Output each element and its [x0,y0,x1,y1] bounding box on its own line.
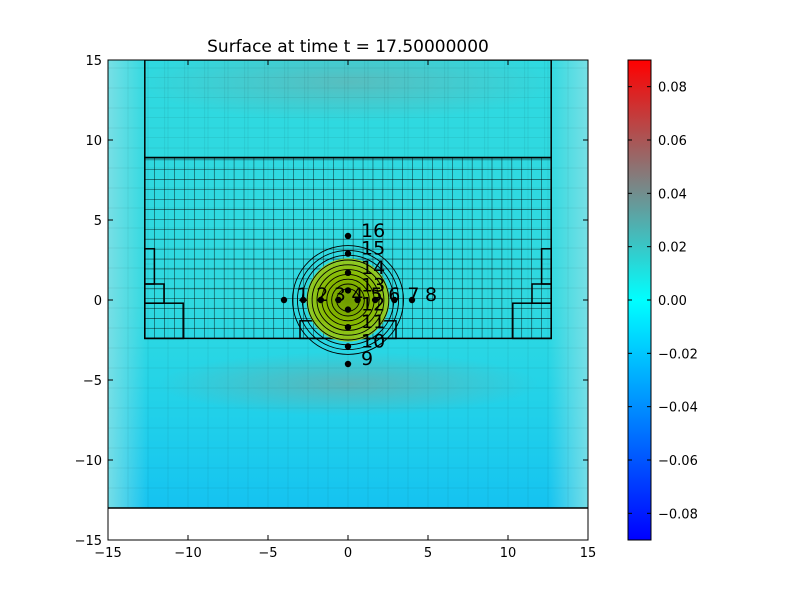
gauge-label: 8 [425,284,437,306]
x-tick-label: 15 [580,546,597,561]
gauge-marker [408,296,416,304]
gauge-marker [344,232,352,240]
y-tick-label: 5 [94,214,102,229]
axes: −15 −10 −5 0 5 10 15 −15 −10 −5 0 5 10 15 [75,54,597,561]
gauge-label: 14 [361,257,385,279]
colorbar-tick-label: 0.04 [658,187,687,202]
gauge-marker [344,250,352,257]
y-tick-label: 10 [85,134,102,149]
gauge-label: 9 [361,348,373,370]
gauge-marker [335,296,342,304]
surface-hump [292,245,404,355]
contour-line [326,278,370,322]
colorbar-tick-label: 0.00 [658,294,687,309]
colorbar [628,60,651,540]
colorbar-ticks: −0.08 −0.06 −0.04 −0.02 0.00 0.02 0.04 0.06 0.08 [628,81,698,522]
gauge-marker [344,343,352,350]
gauge-marker [317,296,324,304]
x-tick-label: 10 [500,546,517,561]
patch-border [144,60,552,159]
x-tick-label: −5 [258,546,277,561]
contour-line [311,264,385,336]
gauge-label: 13 [361,274,385,296]
gauge-marker [372,296,379,304]
y-tick-label: −15 [75,534,102,549]
x-tick-label: −15 [94,546,121,561]
x-tick-label: 0 [344,546,352,561]
surface-edge-left [108,60,148,508]
colorbar-tick-label: −0.02 [658,347,698,362]
gauge-marker [344,324,352,331]
gauge-marker [354,296,361,304]
gauge-label: 16 [361,220,385,242]
hump-fill [306,258,390,342]
amr-grid [108,60,588,508]
gauge-marker [280,296,288,304]
colorbar-tick-label: 0.08 [658,81,687,96]
patch-border [144,248,156,285]
gauge-marker [344,306,352,313]
x-tick-label: −10 [174,546,201,561]
y-tick-label: −5 [83,374,102,389]
gauge-label: 10 [361,330,385,352]
gauge-marker [344,360,352,368]
chart-title: Surface at time t = 17.50000000 [207,37,489,57]
colorbar-tick-label: −0.06 [658,454,698,469]
surface-edge-right [548,60,588,508]
colorbar-tick-label: 0.02 [658,241,687,256]
colorbar-tick-label: −0.04 [658,401,698,416]
gauge-marker [344,287,352,294]
gauge-marker [344,269,352,276]
gauge-label: 12 [361,294,385,316]
gauge-marker [300,296,307,304]
colorbar-tick-label: −0.08 [658,507,698,522]
colorbar-tick-label: 0.06 [658,134,687,149]
contour-line [306,259,390,341]
x-tick-label: 5 [424,546,432,561]
gauge-label: 11 [361,311,385,333]
contour-line [292,245,404,355]
y-tick-label: 15 [85,54,102,69]
y-tick-label: −10 [75,454,102,469]
y-tick-label: 0 [94,294,102,309]
gauge-marker [391,296,398,304]
gauge-label: 15 [361,238,385,260]
surface-high-bottom [158,352,538,416]
contour-line [331,283,365,317]
patch-border [540,248,552,285]
surface-high-top [138,60,558,122]
